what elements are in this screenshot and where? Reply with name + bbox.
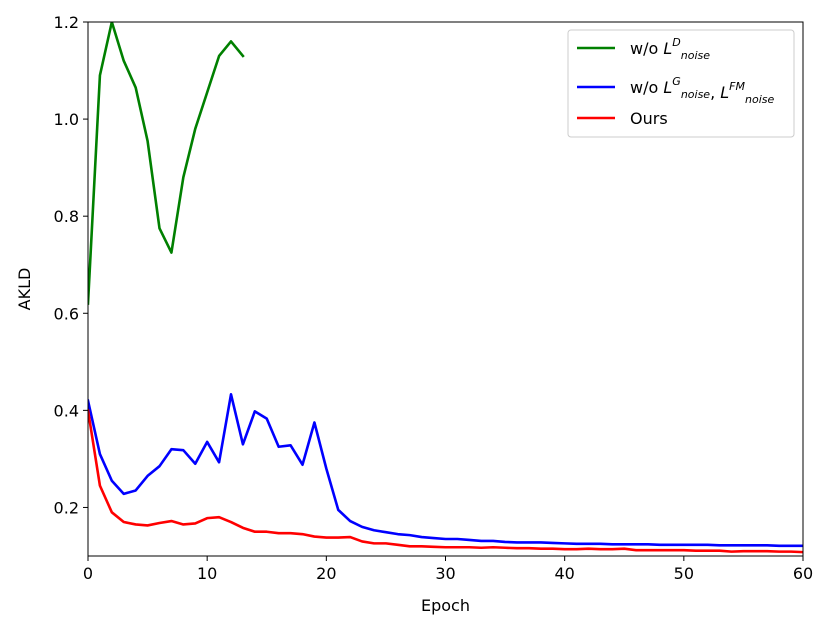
- legend-label-2: w/o LGnoise, LFMnoise: [630, 75, 774, 106]
- y-tick-label: 1.0: [54, 110, 79, 129]
- y-tick-label: 0.2: [54, 498, 79, 517]
- y-axis-label: AKLD: [15, 268, 34, 311]
- legend: w/o LDnoise w/o LGnoise, LFMnoise Ours: [567, 29, 795, 138]
- legend-box: [567, 29, 795, 138]
- x-tick-label: 60: [793, 564, 813, 583]
- x-tick-label: 0: [83, 564, 93, 583]
- x-tick-label: 10: [197, 564, 217, 583]
- series-line-3: [88, 408, 803, 554]
- legend-label-1: w/o LDnoise: [630, 36, 710, 62]
- y-tick-label: 0.8: [54, 207, 79, 226]
- series-line-2: [88, 393, 803, 548]
- y-tick-label: 0.4: [54, 401, 79, 420]
- x-tick-label: 40: [554, 564, 574, 583]
- series-layer: [88, 22, 803, 554]
- y-tick-label: 0.6: [54, 304, 79, 323]
- x-axis: 0 10 20 30 40 50 60: [83, 556, 813, 583]
- x-tick-label: 50: [674, 564, 694, 583]
- x-axis-label: Epoch: [421, 596, 470, 615]
- y-axis: 0.2 0.4 0.6 0.8 1.0 1.2: [54, 13, 88, 517]
- series-line-1: [88, 22, 245, 305]
- y-tick-label: 1.2: [54, 13, 79, 32]
- legend-label-3: Ours: [630, 109, 668, 128]
- x-tick-label: 20: [316, 564, 336, 583]
- x-tick-label: 30: [435, 564, 455, 583]
